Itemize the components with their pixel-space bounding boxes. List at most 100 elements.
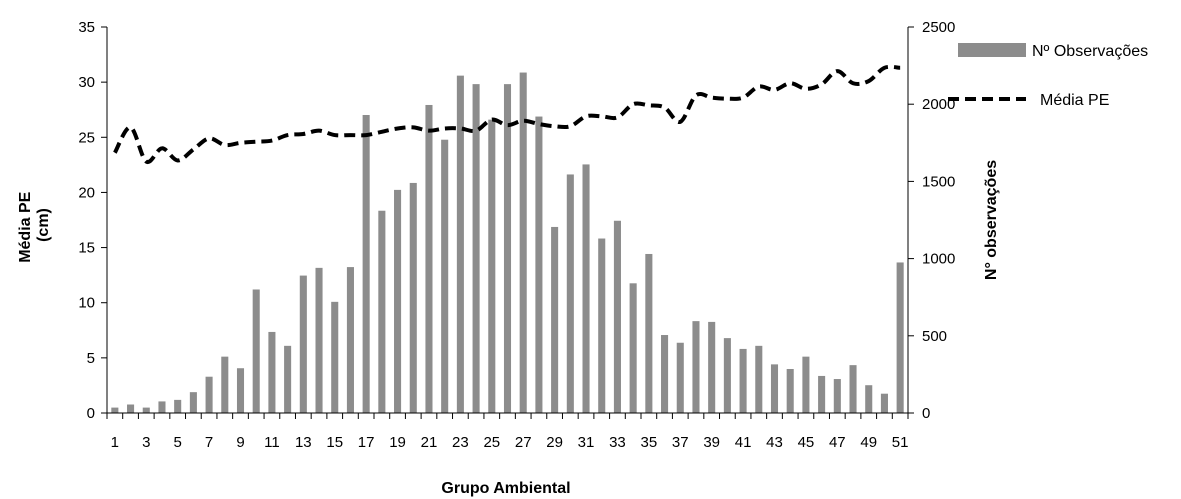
legend-label-bars: Nº Observações	[1032, 43, 1148, 60]
bar-11	[268, 331, 276, 413]
bar-24	[472, 84, 480, 414]
y-left-tick-label: 35	[78, 19, 95, 36]
bar-43	[770, 364, 779, 413]
bar-31	[582, 164, 590, 413]
x-tick-label: 15	[326, 434, 343, 451]
bar-33	[613, 220, 621, 413]
bar-3	[142, 407, 150, 413]
bar-10	[252, 289, 260, 413]
x-tick-label: 3	[142, 434, 150, 451]
bar-32	[598, 238, 606, 413]
bar-21	[425, 104, 433, 414]
bar-29	[551, 226, 559, 413]
x-tick-label: 27	[515, 434, 532, 451]
bar-35	[645, 253, 653, 413]
axes	[106, 27, 909, 414]
x-axis-title: Grupo Ambiental	[441, 480, 570, 497]
y-axis-left-title-line-2: (cm)	[35, 208, 52, 242]
x-tick-label: 13	[295, 434, 312, 451]
bar-50	[880, 393, 888, 413]
y-right-tick-label: 500	[922, 328, 947, 345]
legend-label-line: Média PE	[1040, 92, 1109, 109]
bar-13	[299, 275, 307, 413]
bar-41	[739, 348, 747, 413]
bar-20	[409, 182, 417, 413]
y-left-tick-label: 30	[78, 74, 95, 91]
x-tick-label: 41	[735, 434, 752, 451]
bar-48	[849, 365, 857, 413]
bar-2	[127, 404, 135, 413]
bar-14	[315, 267, 323, 413]
bar-49	[865, 385, 873, 413]
bar-4	[158, 401, 166, 413]
y-left-tick-label: 15	[78, 240, 95, 257]
x-tick-label: 49	[860, 434, 877, 451]
bar-17	[362, 115, 370, 414]
x-tick-label: 35	[641, 434, 658, 451]
bar-22	[441, 139, 449, 413]
y-right-tick-label: 0	[922, 405, 930, 422]
legend-swatch-bars	[958, 43, 1026, 57]
x-tick-label: 51	[892, 434, 909, 451]
legend: Nº Observações Média PE	[948, 43, 1148, 109]
bar-6	[189, 392, 197, 413]
x-tick-label: 39	[703, 434, 720, 451]
x-tick-label: 19	[389, 434, 406, 451]
x-tick-label: 45	[798, 434, 815, 451]
bar-12	[284, 345, 292, 413]
x-tick-label: 43	[766, 434, 783, 451]
x-tick-label: 37	[672, 434, 689, 451]
x-tick-label: 21	[421, 434, 438, 451]
bar-39	[708, 321, 716, 413]
x-tick-label: 9	[236, 434, 244, 451]
bar-47	[833, 379, 841, 413]
bar-5	[174, 399, 182, 413]
bar-23	[456, 75, 464, 414]
bar-34	[629, 283, 637, 413]
x-tick-label: 7	[205, 434, 213, 451]
bar-19	[394, 189, 402, 413]
bar-15	[331, 301, 339, 413]
line-series	[113, 64, 901, 164]
bar-45	[802, 356, 810, 413]
y-left-tick-label: 10	[78, 295, 95, 312]
bar-1	[111, 407, 119, 413]
y-right-tick-label: 1000	[922, 251, 955, 268]
y-right-tick-label: 1500	[922, 173, 955, 190]
y-left-tick-label: 0	[87, 405, 95, 422]
bar-44	[786, 368, 794, 413]
bar-26	[503, 84, 512, 414]
y-left-tick-label: 5	[87, 350, 95, 367]
bar-18	[378, 210, 386, 413]
y-axis-left-title-line-1: Média PE	[17, 191, 34, 262]
line-media-pe	[113, 64, 901, 164]
bar-8	[221, 356, 229, 413]
y-right-tick-label: 2000	[922, 96, 955, 113]
y-axis-right-title: N° observações	[983, 160, 1000, 280]
y-left-tick-label: 20	[78, 184, 95, 201]
y-right-tick-label: 2500	[922, 19, 955, 36]
bar-16	[346, 267, 354, 413]
bar-42	[755, 345, 763, 413]
bar-46	[818, 375, 826, 413]
x-tick-label: 29	[546, 434, 563, 451]
x-tick-label: 11	[264, 434, 280, 451]
x-tick-label: 5	[174, 434, 182, 451]
bar-7	[205, 376, 213, 413]
bar-series	[111, 72, 904, 414]
bar-51	[896, 262, 904, 413]
bar-27	[519, 72, 527, 413]
x-tick-label: 47	[829, 434, 846, 451]
bar-38	[692, 321, 700, 413]
y-axis-left-title: Média PE (cm)	[17, 187, 52, 263]
x-tick-label: 31	[578, 434, 595, 451]
bar-37	[676, 342, 684, 413]
x-tick-label: 1	[111, 434, 119, 451]
bar-40	[723, 338, 731, 413]
bar-9	[236, 368, 245, 413]
y-left-tick-label: 25	[78, 129, 95, 146]
bar-28	[535, 116, 543, 413]
